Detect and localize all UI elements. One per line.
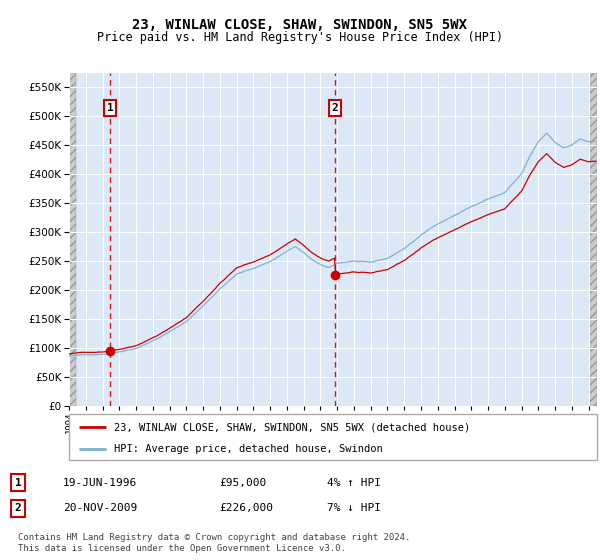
Text: 23, WINLAW CLOSE, SHAW, SWINDON, SN5 5WX: 23, WINLAW CLOSE, SHAW, SWINDON, SN5 5WX: [133, 18, 467, 32]
Text: 1: 1: [14, 478, 22, 488]
Text: Contains HM Land Registry data © Crown copyright and database right 2024.
This d: Contains HM Land Registry data © Crown c…: [18, 534, 410, 553]
Text: 20-NOV-2009: 20-NOV-2009: [63, 503, 137, 514]
Text: 19-JUN-1996: 19-JUN-1996: [63, 478, 137, 488]
Text: HPI: Average price, detached house, Swindon: HPI: Average price, detached house, Swin…: [114, 444, 383, 454]
FancyBboxPatch shape: [69, 414, 597, 460]
Text: 2: 2: [332, 103, 338, 113]
Text: £95,000: £95,000: [219, 478, 266, 488]
Text: £226,000: £226,000: [219, 503, 273, 514]
Text: 1: 1: [107, 103, 113, 113]
Text: 7% ↓ HPI: 7% ↓ HPI: [327, 503, 381, 514]
Text: Price paid vs. HM Land Registry's House Price Index (HPI): Price paid vs. HM Land Registry's House …: [97, 31, 503, 44]
Text: 4% ↑ HPI: 4% ↑ HPI: [327, 478, 381, 488]
Text: 2: 2: [14, 503, 22, 514]
Text: 23, WINLAW CLOSE, SHAW, SWINDON, SN5 5WX (detached house): 23, WINLAW CLOSE, SHAW, SWINDON, SN5 5WX…: [114, 422, 470, 432]
